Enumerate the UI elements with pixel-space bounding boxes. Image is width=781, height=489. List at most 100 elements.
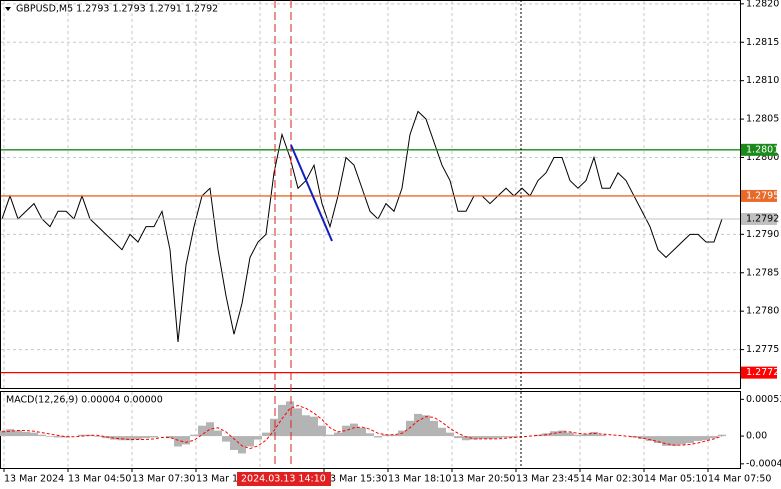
level-label: 1.2801 — [746, 144, 779, 155]
macd-bar — [446, 432, 454, 437]
macd-bar — [342, 425, 350, 437]
macd-bar — [710, 436, 718, 439]
macd-bar — [182, 436, 190, 445]
macd-bar — [166, 436, 174, 439]
x-tick-label: 13 Mar 15:30 — [324, 474, 387, 485]
macd-bar — [6, 429, 14, 437]
macd-bar — [654, 436, 662, 444]
macd-bar — [150, 436, 158, 438]
macd-bar — [222, 436, 230, 442]
macd-bar — [54, 436, 62, 438]
macd-bar — [646, 436, 654, 441]
macd-bar — [478, 436, 486, 439]
level-box — [741, 143, 777, 156]
macd-bar — [0, 430, 6, 437]
x-tick-label: 13 Mar 20:50 — [452, 474, 515, 485]
y-tick-label: 1.2820 — [746, 0, 779, 9]
last-price-box — [741, 212, 777, 225]
last-price-label: 1.2792 — [746, 213, 779, 224]
y-tick-label: 1.2805 — [746, 114, 779, 125]
macd-bar — [118, 436, 126, 441]
macd-bar — [270, 418, 278, 437]
y-tick-label: 0.00 — [746, 431, 767, 442]
level-label: 1.2772 — [746, 367, 779, 378]
y-tick-label: 1.2815 — [746, 37, 779, 48]
y-tick-label: 1.2810 — [746, 75, 779, 86]
macd-bar — [430, 420, 438, 437]
macd-title: MACD(12,26,9) 0.00004 0.00000 — [6, 395, 163, 406]
macd-bar — [46, 436, 54, 437]
macd-bar — [254, 436, 262, 440]
macd-bar — [486, 436, 494, 439]
y-tick-label: 0.00053 — [746, 394, 781, 405]
macd-bar — [502, 436, 510, 438]
macd-bar — [414, 413, 422, 437]
macd-bar — [598, 434, 606, 437]
macd-bar — [510, 436, 518, 438]
macd-bar — [534, 434, 542, 437]
symbol-icon — [5, 7, 11, 11]
y-tick-label: 1.2780 — [746, 306, 779, 317]
macd-bar — [590, 431, 598, 437]
chart-title: GBPUSD,M5 1.2793 1.2793 1.2791 1.2792 — [16, 4, 218, 15]
macd-bar — [198, 425, 206, 437]
cursor-label: 2024.03.13 14:10 — [241, 474, 326, 485]
x-tick-label: 13 Mar 2024 — [4, 474, 64, 485]
macd-bar — [174, 436, 182, 447]
macd-bar — [262, 432, 270, 437]
y-tick-label: 1.2785 — [746, 267, 779, 278]
macd-bar — [422, 415, 430, 437]
macd-bar — [718, 434, 726, 437]
macd-bar — [558, 430, 566, 437]
price-panel — [0, 0, 741, 389]
macd-bar — [302, 415, 310, 437]
macd-bar — [350, 423, 358, 437]
macd-bar — [102, 436, 110, 439]
y-tick-label: -0.0004 — [746, 458, 781, 469]
macd-bar — [638, 436, 646, 439]
macd-bar — [670, 436, 678, 446]
macd-bar — [134, 436, 142, 440]
x-tick-label: 14 Mar 05:10 — [644, 474, 707, 485]
macd-bar — [566, 432, 574, 437]
macd-bar — [662, 436, 670, 446]
macd-bar — [494, 436, 502, 439]
macd-bar — [702, 436, 710, 441]
macd-bar — [190, 434, 198, 437]
macd-bar — [62, 436, 70, 438]
macd-bar — [94, 436, 102, 437]
price-line — [1, 110, 723, 342]
macd-bar — [334, 432, 342, 437]
macd-bar — [366, 433, 374, 437]
x-tick-label: 13 Mar 04:50 — [68, 474, 131, 485]
macd-bar — [318, 425, 326, 437]
x-tick-label: 14 Mar 02:30 — [580, 474, 643, 485]
macd-bar — [326, 434, 334, 437]
x-tick-label: 13 Mar 23:45 — [516, 474, 579, 485]
x-tick-label: 13 Mar 18:10 — [388, 474, 451, 485]
macd-bar — [142, 436, 150, 439]
macd-bar — [238, 436, 246, 454]
macd-bar — [406, 420, 414, 437]
macd-panel — [0, 391, 741, 469]
macd-bar — [582, 434, 590, 437]
macd-bar — [286, 401, 294, 437]
level-label: 1.2795 — [746, 190, 779, 201]
cursor-box — [237, 472, 331, 486]
macd-bar — [22, 431, 30, 437]
macd-bar — [78, 434, 86, 437]
x-tick-label: 14 Mar 07:50 — [708, 474, 771, 485]
macd-bar — [278, 404, 286, 437]
macd-bar — [30, 432, 38, 437]
macd-bar — [462, 436, 470, 441]
macd-bar — [678, 436, 686, 445]
macd-bar — [574, 434, 582, 437]
macd-bar — [206, 422, 214, 437]
macd-bar — [14, 430, 22, 437]
x-tick-label: 13 Mar 07:30 — [132, 474, 195, 485]
level-box — [741, 366, 777, 379]
macd-bar — [246, 436, 254, 447]
x-tick-label: 13 Mar 10:10 — [196, 474, 259, 485]
macd-bar — [686, 436, 694, 444]
